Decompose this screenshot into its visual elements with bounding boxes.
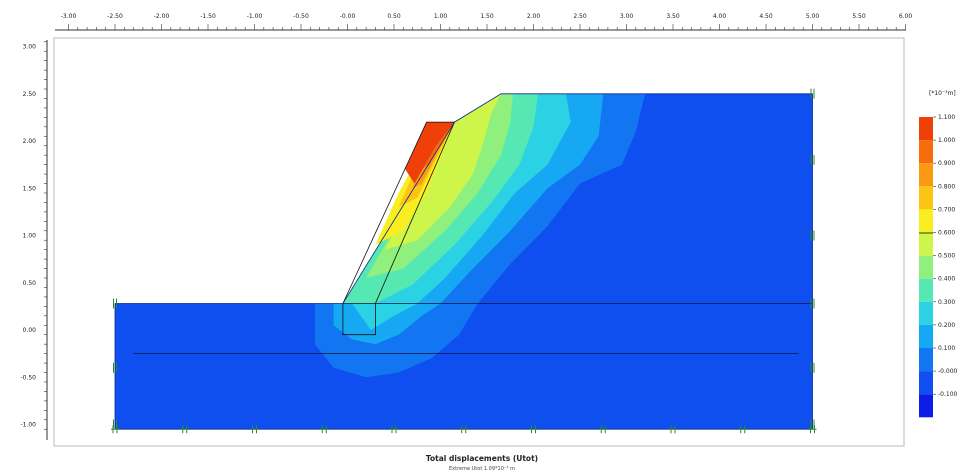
x-tick-label: -1.50 bbox=[200, 13, 216, 20]
x-tick-label: 3.50 bbox=[666, 13, 680, 20]
y-tick-label: 1.50 bbox=[23, 185, 37, 192]
x-tick-label: 5.50 bbox=[852, 13, 866, 20]
x-tick-label: 4.50 bbox=[759, 13, 773, 20]
y-tick-label: 0.00 bbox=[23, 327, 37, 334]
x-tick-label: 3.00 bbox=[620, 13, 634, 20]
x-tick-label: 4.00 bbox=[713, 13, 727, 20]
legend-swatch bbox=[919, 209, 933, 233]
chart-subtitle: Extreme Utot 1.09*10⁻³ m bbox=[449, 466, 515, 472]
bottom-fixity-marker bbox=[459, 425, 468, 434]
x-tick-label: 0.50 bbox=[387, 13, 401, 20]
legend-swatch bbox=[919, 324, 933, 348]
legend-label: 1.000 bbox=[938, 137, 955, 144]
bottom-fixity-marker bbox=[529, 425, 538, 434]
legend-unit-label: [*10⁻³m] bbox=[929, 90, 956, 97]
x-tick-label: -3.00 bbox=[61, 13, 77, 20]
legend-swatch bbox=[919, 163, 933, 187]
legend-label: 0.600 bbox=[938, 230, 955, 237]
legend-swatch bbox=[919, 278, 933, 302]
legend-label: -0.100 bbox=[938, 391, 958, 398]
y-tick-label: 1.00 bbox=[23, 233, 37, 240]
bottom-fixity-marker bbox=[390, 425, 398, 434]
legend-label: 0.500 bbox=[938, 253, 955, 260]
bottom-fixity-marker bbox=[669, 425, 677, 434]
x-tick-label: -2.50 bbox=[107, 13, 123, 20]
bottom-fixity-marker bbox=[180, 425, 189, 434]
x-tick-label: -1.00 bbox=[247, 13, 263, 20]
legend-swatch bbox=[919, 117, 933, 141]
x-tick-label: 5.00 bbox=[806, 13, 820, 20]
x-tick-label: -0.00 bbox=[340, 13, 356, 20]
legend-label: 0.100 bbox=[938, 345, 955, 352]
legend: [*10⁻³m] 1.100 1.000 0.900 0.800 0.700 0.600 0… bbox=[919, 90, 958, 418]
legend-label: 0.700 bbox=[938, 206, 955, 213]
x-tick-label: 1.50 bbox=[480, 13, 494, 20]
left-axis-ticks: 3.00 2.50 2.00 1.50 1.00 0.50 0.00 -0.50 -1.00 bbox=[20, 41, 47, 430]
y-tick-label: -0.50 bbox=[20, 374, 36, 381]
bottom-fixity-marker bbox=[738, 425, 747, 434]
legend-swatch bbox=[919, 186, 933, 210]
y-tick-label: 2.50 bbox=[23, 91, 37, 98]
x-tick-label: 2.00 bbox=[527, 13, 541, 20]
legend-swatch bbox=[919, 232, 933, 256]
legend-swatch bbox=[919, 140, 933, 164]
legend-swatch bbox=[919, 348, 933, 372]
y-tick-label: 0.50 bbox=[23, 280, 37, 287]
model-layer bbox=[111, 88, 817, 434]
legend-label: 0.900 bbox=[938, 160, 955, 167]
legend-label: 0.400 bbox=[938, 276, 955, 283]
y-tick-label: -1.00 bbox=[20, 422, 36, 429]
chart-title: Total displacements (Utot) bbox=[426, 454, 538, 463]
bottom-fixity-marker bbox=[599, 425, 608, 434]
x-tick-label: 1.00 bbox=[434, 13, 448, 20]
x-tick-label: 6.00 bbox=[899, 13, 913, 20]
legend-label: 0.300 bbox=[938, 299, 955, 306]
legend-label: 0.800 bbox=[938, 183, 955, 190]
model-boundary-outline bbox=[114, 93, 813, 430]
legend-label: 1.100 bbox=[938, 114, 955, 121]
legend-swatch bbox=[919, 301, 933, 325]
legend-label: -0.000 bbox=[938, 368, 958, 375]
legend-swatch bbox=[919, 255, 933, 279]
left-axis: 3.00 2.50 2.00 1.50 1.00 0.50 0.00 -0.50 -1.00 bbox=[20, 40, 48, 440]
x-tick-label: -2.00 bbox=[154, 13, 170, 20]
x-tick-label: 2.50 bbox=[573, 13, 587, 20]
bottom-fixity-marker bbox=[250, 425, 259, 434]
y-tick-label: 3.00 bbox=[23, 44, 37, 51]
legend-swatch bbox=[919, 371, 933, 395]
legend-swatch bbox=[919, 394, 933, 418]
wall-peak-region bbox=[405, 122, 455, 184]
top-axis-ticks: -3.00 -2.50 -2.00 -1.50 -1.00 -0.50 -0.00 0.50 1… bbox=[61, 13, 913, 30]
y-tick-label: 2.00 bbox=[23, 138, 37, 145]
x-tick-label: -0.50 bbox=[293, 13, 309, 20]
bottom-fixity-marker bbox=[320, 425, 329, 434]
top-axis: -3.00 -2.50 -2.00 -1.50 -1.00 -0.50 -0.00 0.50 1… bbox=[55, 13, 913, 31]
legend-label: 0.200 bbox=[938, 322, 955, 329]
